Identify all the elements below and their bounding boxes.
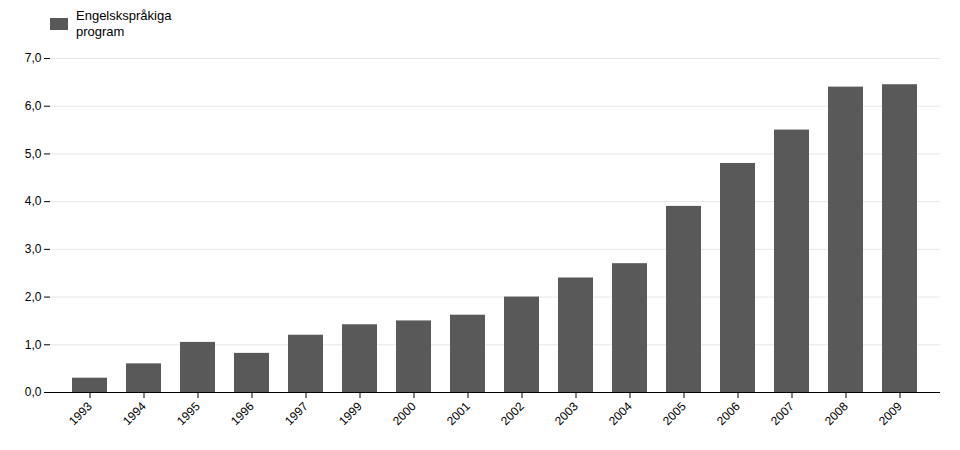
svg-text:2004: 2004 (606, 399, 635, 428)
svg-text:2008: 2008 (822, 399, 851, 428)
svg-text:1999: 1999 (336, 399, 365, 428)
svg-text:1,0: 1,0 (25, 338, 42, 352)
svg-text:2007: 2007 (768, 399, 797, 428)
svg-text:5,0: 5,0 (25, 147, 42, 161)
svg-text:2005: 2005 (660, 399, 689, 428)
html-text:Engelskspråkiga program: Engelskspråkiga program (76, 8, 172, 39)
svg-text:2003: 2003 (552, 399, 581, 428)
svg-text:2,0: 2,0 (25, 290, 42, 304)
svg-text:1993: 1993 (66, 399, 95, 428)
svg-text:3,0: 3,0 (25, 242, 42, 256)
svg-text:1996: 1996 (228, 399, 257, 428)
svg-text:6,0: 6,0 (25, 99, 42, 113)
svg-text:2002: 2002 (498, 399, 527, 428)
svg-text:2001: 2001 (444, 399, 473, 428)
svg-text:0,0: 0,0 (25, 385, 42, 399)
svg-text:2009: 2009 (876, 399, 905, 428)
svg-text:2000: 2000 (390, 399, 419, 428)
svg-text:7,0: 7,0 (25, 51, 42, 65)
svg-text:2006: 2006 (714, 399, 743, 428)
svg-text:1994: 1994 (120, 399, 149, 428)
svg-text:1997: 1997 (282, 399, 311, 428)
svg-text:1995: 1995 (174, 399, 203, 428)
svg-text:4,0: 4,0 (25, 194, 42, 208)
